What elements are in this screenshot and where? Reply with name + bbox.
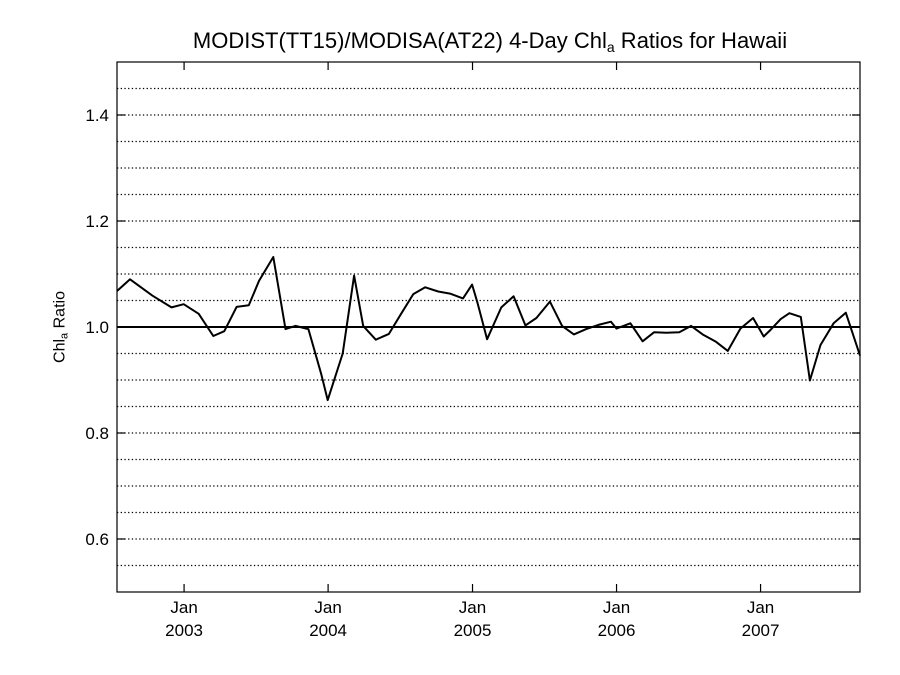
x-tick-label-year: 2005 [454,621,492,640]
x-tick-label-month: Jan [747,598,774,617]
y-tick-label: 0.8 [85,424,109,443]
x-tick-labels: Jan 2003 Jan 2004 Jan 2005 Jan 2006 Jan 2007 [165,598,779,640]
axis-ticks [117,62,860,592]
y-tick-label: 0.6 [85,530,109,549]
x-tick-label-year: 2006 [598,621,636,640]
x-tick-label-month: Jan [459,598,486,617]
x-tick-label-month: Jan [603,598,630,617]
x-tick-label-year: 2003 [165,621,203,640]
y-tick-label: 1.4 [85,106,109,125]
plot-frame [116,61,861,593]
y-tick-label: 1.0 [85,318,109,337]
y-tick-labels: 0.6 0.8 1.0 1.2 1.4 [85,106,109,549]
x-tick-label-year: 2004 [309,621,347,640]
data-points [116,256,861,401]
x-tick-label-month: Jan [170,598,197,617]
chart-title: MODIST(TT15)/MODISA(AT22) 4-Day Chla Rat… [192,28,788,55]
grid-lines [117,87,860,567]
x-tick-label-year: 2007 [742,621,780,640]
x-tick-label-month: Jan [314,598,341,617]
y-tick-label: 1.2 [85,212,109,231]
series-line [116,256,861,402]
